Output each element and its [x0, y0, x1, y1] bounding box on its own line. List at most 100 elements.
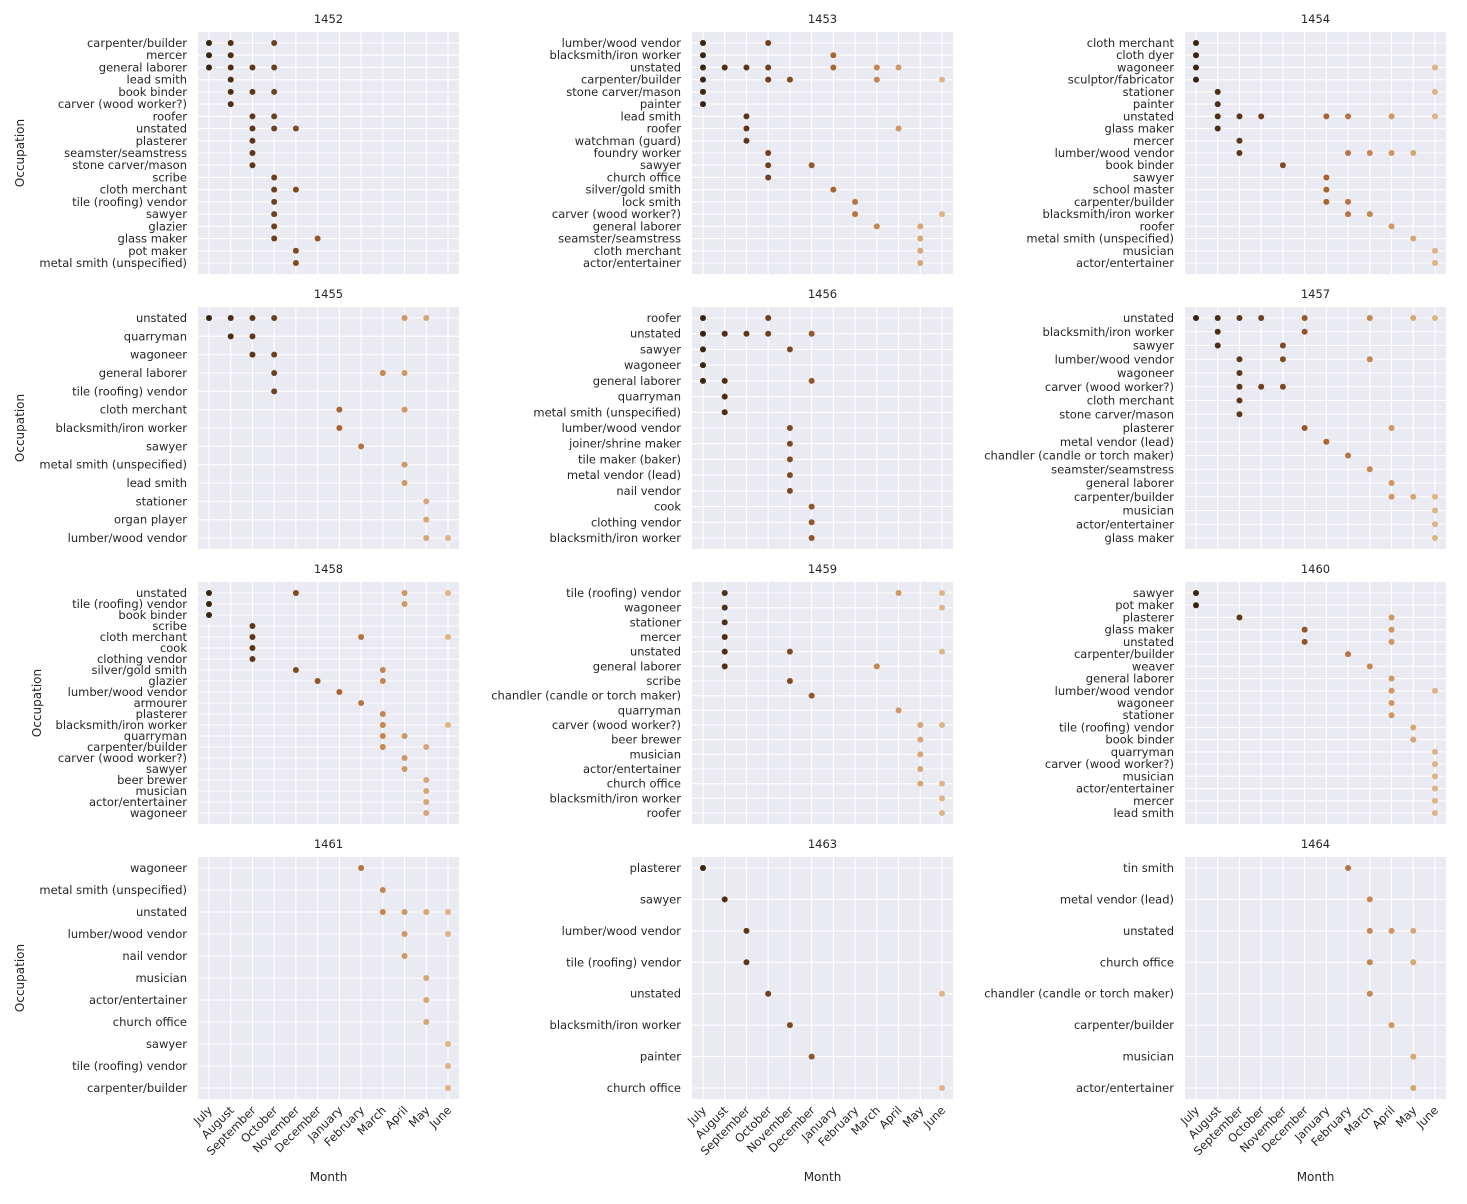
data-point	[1236, 315, 1243, 321]
y-axis-label: Occupation	[13, 944, 27, 1012]
data-point	[743, 330, 750, 337]
y-tick-label: lumber/wood vendor	[1055, 684, 1175, 698]
y-tick-label: tile (roofing) vendor	[72, 195, 187, 209]
data-point	[786, 1022, 793, 1029]
y-tick-label: armourer	[134, 696, 188, 710]
data-point	[700, 40, 706, 46]
data-point	[895, 707, 902, 714]
data-point	[1388, 675, 1395, 682]
data-point	[249, 137, 256, 144]
data-point	[1258, 113, 1265, 120]
data-point	[1366, 990, 1373, 997]
y-tick-label: carver (wood worker?)	[58, 751, 187, 765]
panel-1455: 1455 unstated quarryman wagoneer general la…	[13, 287, 459, 549]
panel-1463: 1463 plasterer sawyer lumber/wood vendor til…	[550, 837, 953, 1184]
data-point	[423, 799, 430, 805]
y-tick-label: roofer	[647, 806, 682, 820]
y-tick-label: cloth dyer	[1116, 48, 1174, 62]
y-tick-label: seamster/seamstress	[1051, 462, 1174, 476]
y-tick-label: lumber/wood vendor	[1055, 352, 1175, 366]
data-point	[1236, 397, 1243, 404]
panel-title: 1452	[314, 12, 343, 26]
data-point	[227, 76, 234, 83]
data-point	[1432, 797, 1438, 804]
data-point	[1323, 113, 1330, 120]
y-tick-label: stationer	[1123, 85, 1175, 99]
y-axis-label: Occupation	[13, 394, 27, 462]
data-point	[700, 101, 706, 108]
x-tick-label: May	[406, 1103, 433, 1130]
data-point	[1236, 356, 1243, 363]
data-point	[206, 590, 212, 596]
data-point	[401, 370, 408, 376]
y-tick-label: lumber/wood vendor	[68, 531, 188, 545]
data-point	[917, 247, 924, 254]
data-point	[1279, 356, 1286, 363]
data-point	[336, 406, 343, 413]
panel-title: 1458	[314, 562, 343, 576]
y-tick-label: wagoneer	[130, 806, 187, 820]
data-point	[939, 1085, 945, 1091]
data-point	[423, 744, 430, 750]
y-tick-label: carpenter/builder	[1074, 647, 1174, 661]
data-point	[1366, 466, 1373, 473]
data-point	[721, 634, 728, 640]
y-tick-label: sawyer	[146, 439, 187, 453]
data-point	[249, 150, 256, 156]
y-tick-label: cloth merchant	[100, 630, 188, 644]
y-tick-label: tile (roofing) vendor	[566, 955, 681, 969]
y-tick-label: cloth merchant	[100, 403, 188, 417]
data-point	[721, 619, 728, 626]
y-tick-label: lumber/wood vendor	[562, 421, 682, 435]
y-tick-label: carver (wood worker?)	[552, 718, 681, 732]
data-point	[1388, 626, 1395, 633]
data-point	[786, 76, 793, 83]
data-point	[271, 40, 278, 46]
data-point	[808, 692, 815, 699]
data-point	[1388, 712, 1395, 719]
y-tick-label: carpenter/builder	[581, 73, 681, 87]
panel-title: 1461	[314, 837, 343, 851]
data-point	[206, 601, 212, 607]
data-point	[379, 909, 386, 915]
data-point	[445, 909, 451, 915]
data-point	[1366, 663, 1373, 670]
y-tick-label: actor/entertainer	[1076, 1081, 1174, 1095]
data-point	[808, 535, 815, 541]
x-axis-label: Month	[804, 1170, 842, 1184]
y-tick-label: scribe	[152, 170, 187, 184]
x-tick-label: June	[1413, 1103, 1441, 1131]
y-tick-label: carpenter/builder	[1074, 490, 1174, 504]
data-point	[227, 64, 234, 71]
y-tick-label: sawyer	[146, 1037, 187, 1051]
data-point	[1214, 125, 1221, 132]
data-point	[206, 40, 212, 46]
data-point	[700, 330, 706, 337]
data-point	[721, 377, 728, 384]
data-point	[721, 409, 728, 416]
data-point	[895, 64, 902, 71]
data-point	[939, 780, 945, 787]
data-point	[1366, 150, 1373, 156]
y-tick-label: mercer	[146, 48, 187, 62]
data-point	[786, 648, 793, 655]
data-point	[292, 667, 299, 673]
data-point	[249, 315, 256, 321]
data-point	[700, 346, 706, 353]
data-point	[249, 634, 256, 640]
data-point	[401, 480, 408, 486]
data-point	[401, 733, 408, 739]
y-tick-label: tile (roofing) vendor	[566, 586, 681, 600]
data-point	[917, 751, 924, 758]
data-point	[721, 330, 728, 337]
data-point	[939, 990, 945, 997]
data-point	[1432, 64, 1438, 71]
data-point	[939, 722, 945, 728]
data-point	[700, 865, 706, 871]
y-tick-label: plasterer	[136, 707, 188, 721]
y-tick-label: wagoneer	[130, 348, 187, 362]
data-point	[358, 634, 365, 640]
data-point	[249, 645, 256, 651]
